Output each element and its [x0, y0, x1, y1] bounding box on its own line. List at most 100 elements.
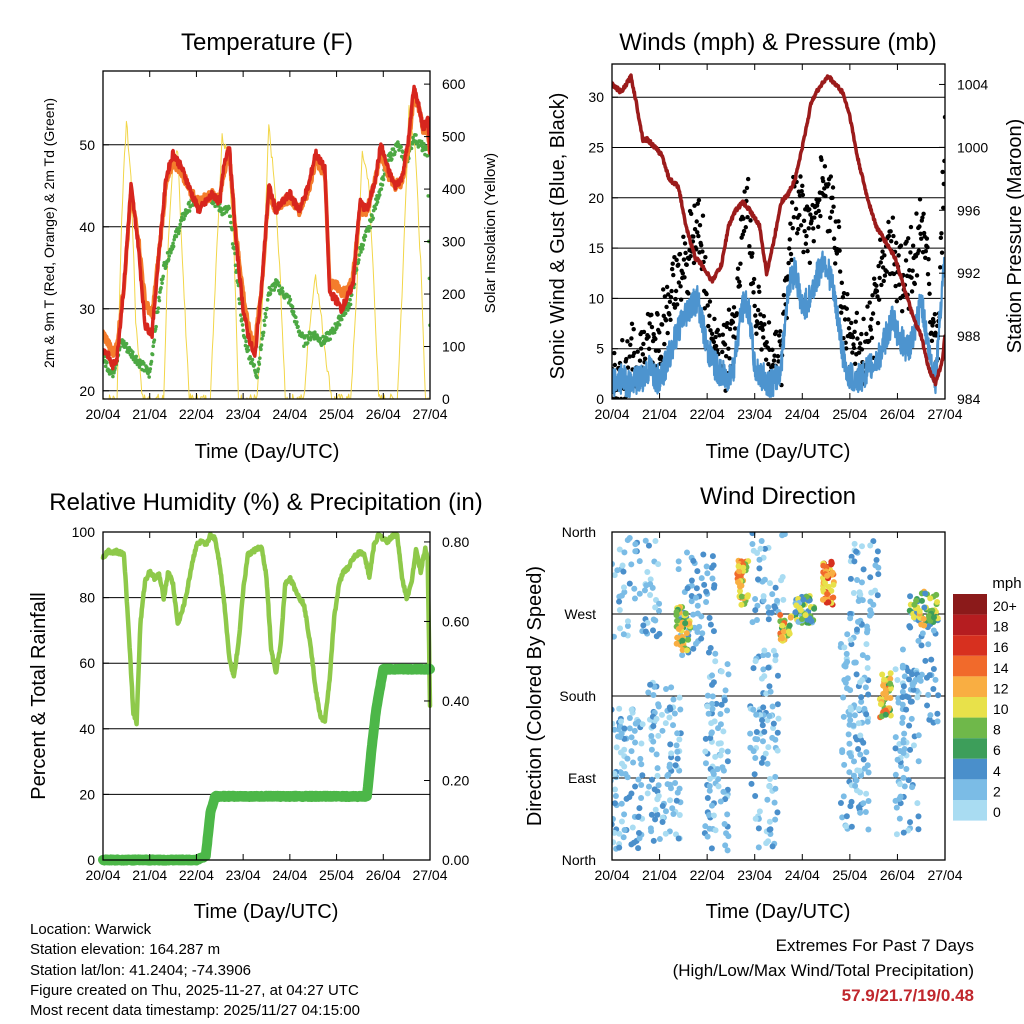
direction-point [882, 711, 889, 718]
direction-point [755, 844, 762, 851]
dewpoint-point [135, 362, 140, 367]
direction-point [910, 614, 917, 621]
gust-point [776, 359, 781, 364]
direction-point [899, 694, 906, 701]
direction-point [751, 771, 758, 778]
direction-point [690, 645, 697, 652]
direction-point [865, 826, 872, 833]
direction-point [712, 753, 719, 760]
direction-point [887, 675, 894, 682]
direction-point [853, 671, 860, 678]
direction-point [825, 583, 832, 590]
direction-point [840, 793, 847, 800]
dewpoint-point [137, 365, 142, 369]
direction-point [709, 693, 716, 700]
dewpoint-point [258, 356, 262, 360]
legend-label: 16 [993, 639, 1009, 655]
gust-point [880, 249, 885, 254]
dewpoint-point [308, 337, 313, 342]
gust-point [798, 223, 804, 228]
gust-point [817, 197, 822, 203]
humidity-ytick-label: 80 [79, 590, 95, 606]
direction-point [718, 701, 725, 708]
dewpoint-point [264, 315, 268, 319]
gust-point [667, 312, 672, 317]
gust-point [737, 283, 743, 288]
temp-2m-line [103, 84, 430, 371]
direction-point [673, 640, 680, 647]
gust-point [881, 278, 886, 284]
dewpoint-point [158, 290, 162, 294]
direction-point [709, 672, 716, 679]
dewpoint-point [145, 365, 149, 370]
dewpoint-point [152, 338, 157, 342]
direction-point [631, 585, 638, 592]
direction-point [934, 718, 941, 725]
direction-point [644, 568, 651, 575]
legend-label: 14 [993, 660, 1009, 676]
direction-xtick-label: 20/04 [594, 867, 629, 883]
direction-point [767, 688, 774, 695]
direction-point [858, 698, 865, 705]
legend-swatch [953, 800, 987, 821]
direction-point [765, 652, 772, 659]
direction-point [618, 718, 625, 725]
gust-point [775, 354, 781, 359]
direction-point [864, 762, 871, 769]
direction-point [925, 612, 932, 619]
direction-point [617, 625, 624, 632]
gust-point [722, 342, 728, 347]
dewpoint-point [371, 216, 375, 220]
legend-swatch [953, 758, 987, 780]
direction-point [910, 686, 917, 693]
direction-point [852, 782, 859, 789]
direction-point [765, 664, 772, 671]
direction-point [851, 558, 858, 565]
temperature-ytick-label: 50 [79, 137, 95, 153]
direction-point [720, 788, 727, 795]
gust-point [867, 300, 872, 305]
gust-point [753, 313, 758, 318]
gust-point [664, 304, 669, 310]
temperature-panel: Temperature (F) Time (Day/UTC) 2m & 9m T… [41, 29, 499, 463]
dewpoint-point [239, 313, 243, 317]
gust-point [807, 207, 812, 212]
direction-point [712, 827, 719, 834]
direction-point [915, 758, 922, 765]
direction-point [800, 596, 807, 603]
direction-point [704, 703, 711, 710]
gust-point [828, 215, 833, 220]
direction-point [717, 710, 724, 717]
dewpoint-point [148, 367, 153, 371]
direction-point [899, 664, 906, 671]
gust-point [635, 349, 640, 354]
dewpoint-point [375, 200, 380, 204]
direction-point [684, 549, 691, 556]
direction-point [848, 553, 855, 560]
dewpoint-point [362, 238, 367, 242]
direction-point [674, 748, 681, 755]
dewpoint-point [360, 247, 365, 251]
direction-point [676, 812, 683, 819]
gust-point [819, 157, 824, 162]
gust-point [942, 158, 945, 164]
gust-point [882, 273, 888, 278]
gust-point [737, 279, 742, 284]
direction-point [839, 814, 846, 821]
sonic-wind-line [612, 250, 945, 399]
dewpoint-point [287, 294, 292, 299]
dewpoint-point [280, 286, 285, 290]
direction-point [772, 657, 779, 664]
direction-point [620, 568, 627, 575]
direction-point [642, 628, 649, 635]
direction-point [855, 720, 862, 727]
winds-ytick-label: 25 [588, 139, 604, 155]
dewpoint-point [414, 133, 418, 137]
gust-point [917, 197, 923, 202]
direction-point [907, 819, 914, 826]
gust-point [788, 221, 793, 226]
direction-point [855, 706, 862, 713]
direction-point [673, 608, 680, 615]
winds-frame [611, 63, 946, 400]
direction-point [670, 722, 677, 729]
